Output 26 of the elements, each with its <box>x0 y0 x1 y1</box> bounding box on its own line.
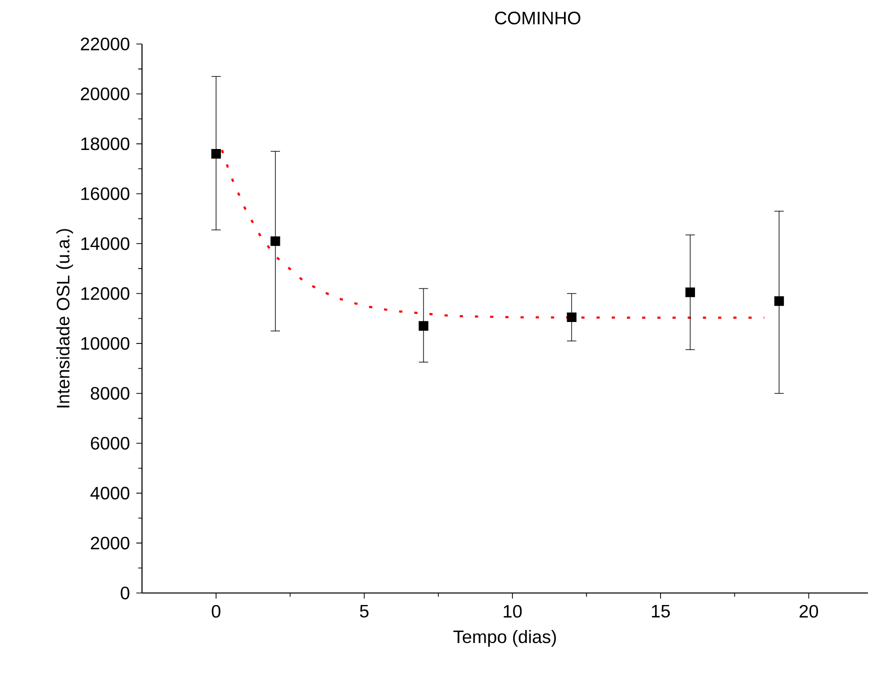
y-tick-label: 10000 <box>81 337 130 350</box>
y-tick-label: 6000 <box>90 436 130 450</box>
y-tick-label: 4000 <box>90 486 130 500</box>
x-tick-label: 0 <box>212 604 220 618</box>
x-tick-label: 10 <box>504 604 522 618</box>
point <box>211 148 221 159</box>
point <box>685 287 695 298</box>
y-tick-label: 2000 <box>90 536 130 550</box>
point <box>566 312 576 322</box>
point <box>418 321 428 331</box>
x-tick-label: 20 <box>800 604 818 618</box>
y-tick-label: 18000 <box>81 137 130 150</box>
x-tick-label: 15 <box>652 604 670 618</box>
y-tick-label: 0 <box>120 586 130 600</box>
chart-title: COMINHO <box>495 12 580 24</box>
x-axis-title: Tempo (dias) <box>453 630 556 647</box>
y-tick-label: 20000 <box>80 88 130 100</box>
point <box>774 296 784 306</box>
y-tick-label: 16000 <box>81 187 130 200</box>
y-tick-label: 14000 <box>81 237 130 250</box>
y-axis-title: Intensidade OSL (u.a.) <box>56 229 74 408</box>
y-tick-label: 8000 <box>90 386 130 400</box>
y-tick-label: 12000 <box>81 287 130 300</box>
y-tick-label: 22000 <box>80 38 130 50</box>
x-tick-label: 5 <box>360 604 369 618</box>
point <box>270 236 280 246</box>
